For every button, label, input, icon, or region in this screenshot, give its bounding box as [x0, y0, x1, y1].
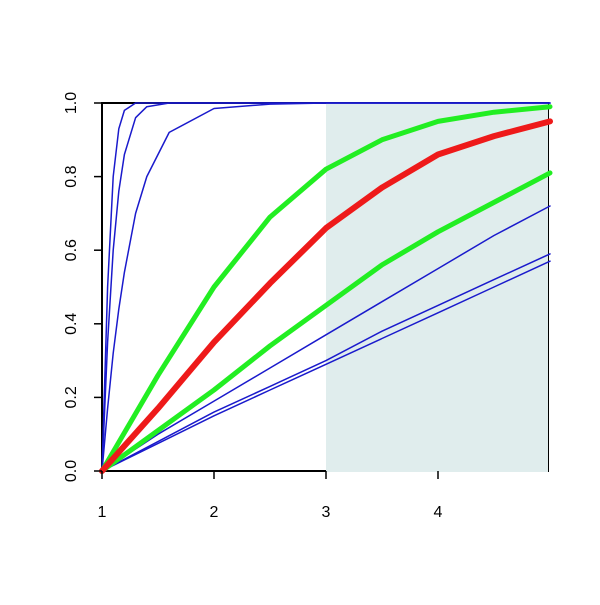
curve	[101, 102, 551, 472]
x-tick-label: 3	[322, 504, 331, 521]
x-tick-label: 4	[434, 504, 443, 521]
curve	[101, 260, 551, 472]
curve	[99, 104, 553, 474]
y-tick-label: 0.0	[63, 460, 80, 482]
y-tick-label: 0.6	[63, 239, 80, 261]
curve	[99, 118, 553, 474]
curve	[99, 170, 553, 474]
x-tick-label: 1	[98, 504, 107, 521]
y-tick-label: 0.4	[63, 313, 80, 335]
y-tick-label: 0.8	[63, 165, 80, 187]
curve	[101, 253, 551, 472]
y-tick-label: 1.0	[63, 92, 80, 114]
shaded-region	[326, 103, 548, 472]
curve	[101, 102, 551, 472]
x-tick-label: 2	[210, 504, 219, 521]
y-tick-label: 0.2	[63, 386, 80, 408]
curve	[101, 205, 551, 472]
